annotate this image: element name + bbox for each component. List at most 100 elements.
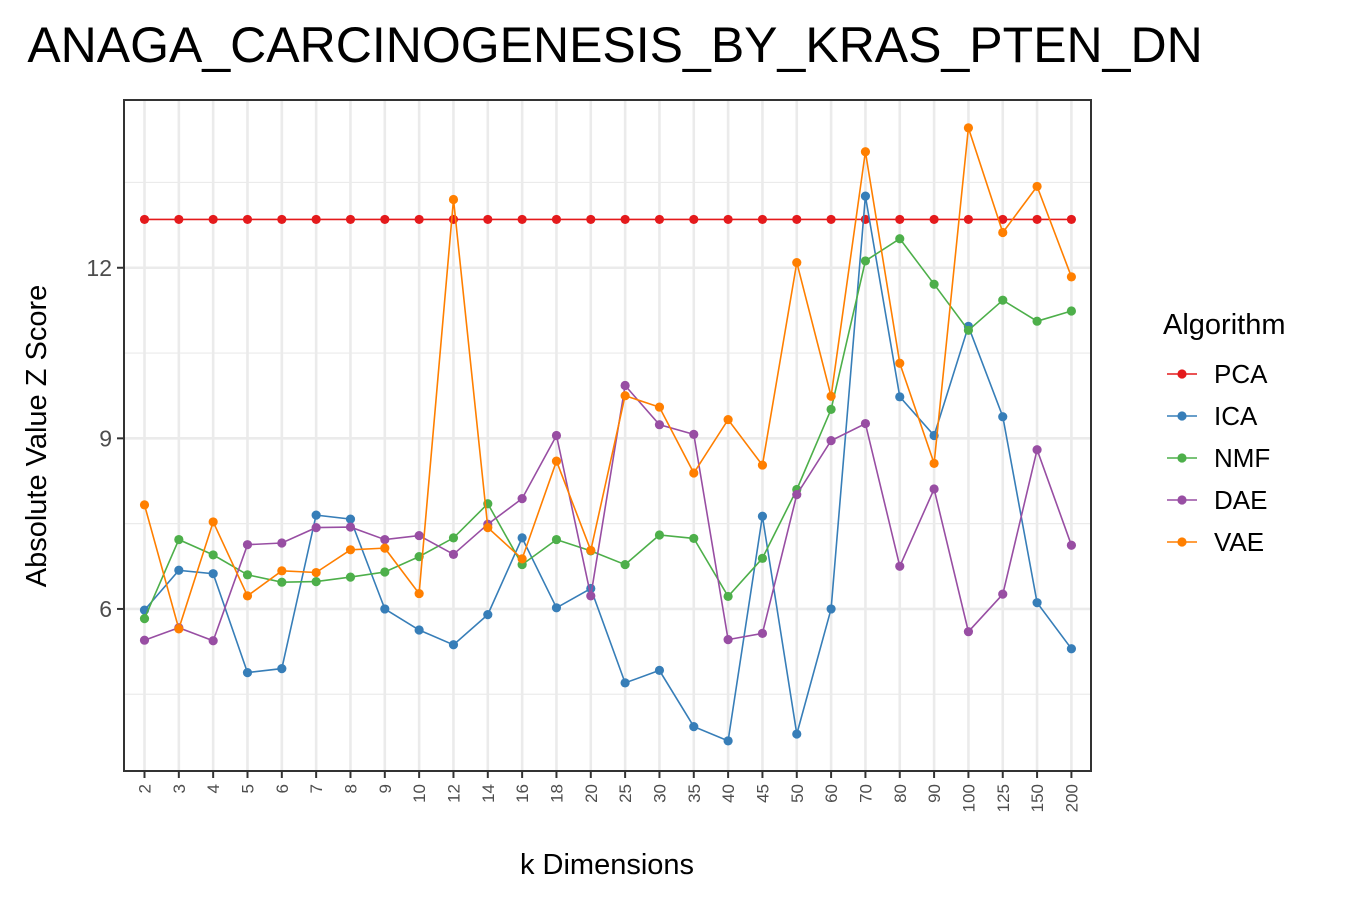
data-point-pca xyxy=(174,214,184,225)
data-point-ica xyxy=(414,625,424,635)
data-point-nmf xyxy=(1066,306,1077,316)
data-point-ica xyxy=(242,668,253,678)
x-tick-label: 60 xyxy=(822,784,841,803)
x-tick-label: 150 xyxy=(1028,784,1047,812)
data-point-dae xyxy=(208,636,218,646)
series-vae xyxy=(139,123,1077,634)
x-tick-label: 40 xyxy=(719,784,738,803)
legend-key-point xyxy=(1177,495,1187,505)
x-tick-label: 35 xyxy=(685,784,704,803)
data-point-vae xyxy=(1032,181,1042,192)
data-point-dae xyxy=(517,494,527,504)
data-point-dae xyxy=(792,490,802,500)
data-point-dae xyxy=(1066,540,1077,550)
x-tick-label: 9 xyxy=(376,784,395,793)
data-point-vae xyxy=(174,624,184,634)
data-point-pca xyxy=(242,214,253,225)
data-point-ica xyxy=(311,510,321,520)
series-line-nmf xyxy=(143,237,1072,619)
data-point-dae xyxy=(654,420,665,430)
x-tick-label: 25 xyxy=(616,784,635,803)
data-point-vae xyxy=(654,402,665,412)
x-tick-label: 16 xyxy=(513,784,532,803)
data-point-nmf xyxy=(345,572,356,582)
data-point-dae xyxy=(380,534,390,545)
data-point-nmf xyxy=(380,567,390,577)
legend-item-pca: PCA xyxy=(1167,359,1268,389)
data-point-ica xyxy=(174,565,184,575)
y-axis-title: Absolute Value Z Score xyxy=(21,285,53,588)
data-point-vae xyxy=(998,227,1008,238)
legend-label-ica: ICA xyxy=(1214,401,1258,431)
x-tick-label: 4 xyxy=(204,784,223,793)
data-point-dae xyxy=(242,540,253,550)
data-point-ica xyxy=(448,640,459,650)
data-point-nmf xyxy=(826,404,836,414)
data-point-nmf xyxy=(723,591,733,602)
data-point-pca xyxy=(380,214,390,225)
data-point-nmf xyxy=(277,577,287,587)
data-point-vae xyxy=(586,545,596,555)
data-point-nmf xyxy=(689,533,699,544)
data-point-pca xyxy=(139,214,150,225)
x-tick-label: 14 xyxy=(479,784,498,803)
data-point-dae xyxy=(895,561,905,571)
data-point-dae xyxy=(551,430,562,441)
x-tick-label: 5 xyxy=(238,784,257,793)
data-point-dae xyxy=(277,538,287,548)
data-point-pca xyxy=(586,214,596,225)
grid-lines xyxy=(124,100,1091,771)
data-point-pca xyxy=(895,214,905,225)
x-tick-label: 125 xyxy=(994,784,1013,812)
plot-border xyxy=(123,99,1092,772)
data-point-vae xyxy=(139,500,150,510)
data-point-vae xyxy=(689,468,699,478)
legend-label-vae: VAE xyxy=(1214,527,1264,557)
data-point-vae xyxy=(1066,272,1077,282)
data-point-ica xyxy=(483,610,493,620)
data-point-vae xyxy=(895,358,905,368)
x-tick-label: 100 xyxy=(959,784,978,812)
data-point-dae xyxy=(586,591,596,601)
x-tick-label: 70 xyxy=(856,784,875,803)
data-point-ica xyxy=(345,514,356,524)
x-tick-label: 12 xyxy=(444,784,463,803)
data-point-nmf xyxy=(860,256,871,266)
data-point-vae xyxy=(860,147,871,157)
data-point-pca xyxy=(998,214,1008,225)
data-point-nmf xyxy=(895,234,905,244)
legend-title: Algorithm xyxy=(1163,309,1286,341)
data-point-nmf xyxy=(242,570,253,580)
data-point-vae xyxy=(311,567,321,578)
data-point-nmf xyxy=(311,577,321,587)
legend-key-point xyxy=(1177,537,1187,547)
legend-label-dae: DAE xyxy=(1214,485,1267,515)
series-line-vae xyxy=(143,127,1073,632)
data-point-pca xyxy=(792,214,802,225)
x-tick-label: 18 xyxy=(547,784,566,803)
data-point-vae xyxy=(929,458,939,468)
data-point-pca xyxy=(826,214,836,225)
data-point-pca xyxy=(929,214,939,225)
chart-title: ANAGA_CARCINOGENESIS_BY_KRAS_PTEN_DN xyxy=(27,17,1202,73)
data-point-nmf xyxy=(139,614,150,624)
data-point-nmf xyxy=(551,534,562,545)
data-point-vae xyxy=(826,391,836,401)
y-tick-label: 9 xyxy=(99,425,112,451)
legend-item-nmf: NMF xyxy=(1167,443,1270,473)
data-point-pca xyxy=(517,214,527,225)
data-point-ica xyxy=(723,736,733,746)
x-tick-label: 200 xyxy=(1062,784,1081,812)
x-tick-label: 8 xyxy=(341,784,360,793)
data-point-vae xyxy=(792,258,802,268)
data-point-vae xyxy=(483,523,493,533)
data-point-pca xyxy=(1032,214,1042,225)
data-point-ica xyxy=(620,678,630,688)
x-tick-label: 80 xyxy=(891,784,910,803)
data-point-ica xyxy=(895,392,905,402)
data-point-dae xyxy=(139,635,150,645)
series-ica xyxy=(139,191,1077,746)
data-point-ica xyxy=(517,533,527,543)
data-point-vae xyxy=(277,566,287,576)
data-point-pca xyxy=(277,214,287,225)
